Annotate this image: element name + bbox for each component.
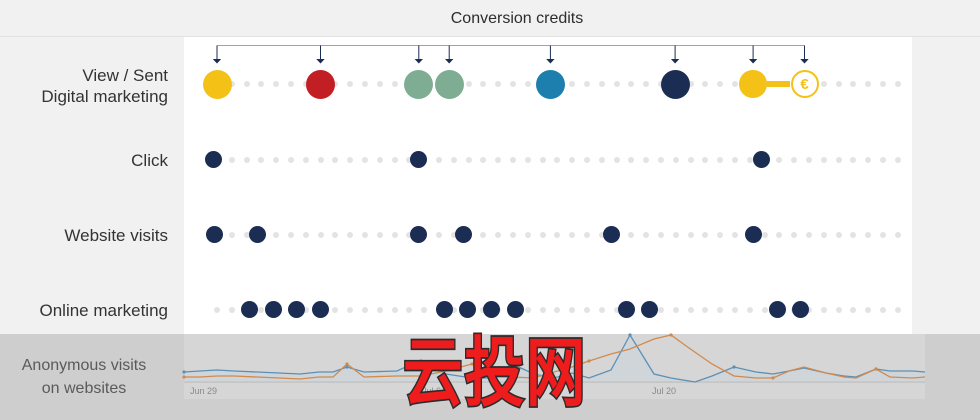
svg-text:Jul 20: Jul 20 [652,386,676,396]
svg-text:Jun 29: Jun 29 [190,386,217,396]
